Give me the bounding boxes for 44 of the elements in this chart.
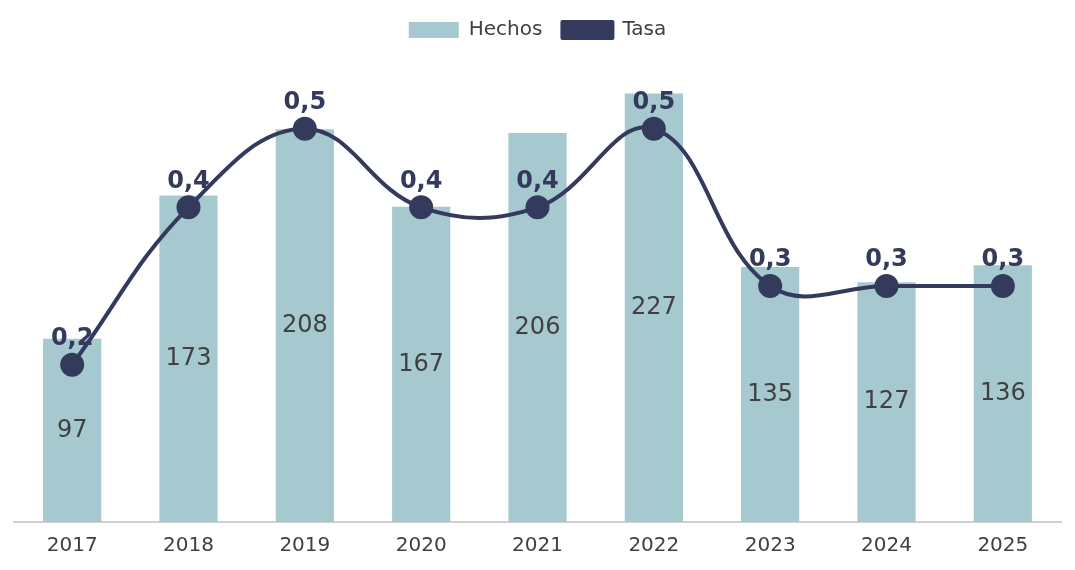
data-label: 136 <box>979 377 1026 406</box>
point <box>525 195 550 220</box>
data-label: 127 <box>863 386 910 415</box>
legend-label: Tasa <box>621 16 667 41</box>
bar <box>392 206 451 522</box>
bar <box>159 195 218 522</box>
x-tick-label: 2019 <box>279 532 331 557</box>
x-tick-label: 2025 <box>977 532 1029 557</box>
data-label: 0,5 <box>632 86 676 115</box>
data-label: 0,2 <box>50 322 94 351</box>
data-label: 0,4 <box>516 165 559 194</box>
x-tick-label: 2024 <box>861 532 912 557</box>
data-label: 0,4 <box>399 165 443 194</box>
point <box>758 274 783 298</box>
data-label: 0,4 <box>167 165 210 194</box>
legend-label: Hechos <box>468 16 543 41</box>
point <box>176 195 201 220</box>
x-tick-label: 2023 <box>744 532 796 557</box>
point <box>990 274 1015 298</box>
data-label: 135 <box>747 378 794 407</box>
data-label: 227 <box>630 291 677 320</box>
point <box>874 274 899 298</box>
data-label: 208 <box>281 309 328 338</box>
x-tick-label: 2022 <box>628 532 680 557</box>
x-tick-label: 2021 <box>512 532 563 557</box>
x-tick-label: 2020 <box>395 532 447 557</box>
bar <box>275 129 334 522</box>
data-label: 206 <box>514 311 561 340</box>
x-tick-label: 2017 <box>46 532 98 557</box>
data-label: 0,5 <box>283 86 327 115</box>
data-label: 0,3 <box>981 244 1025 273</box>
point <box>641 116 666 141</box>
data-label: 173 <box>165 342 212 371</box>
point <box>60 352 85 377</box>
bar <box>624 93 683 522</box>
x-tick-label: 2018 <box>163 532 214 557</box>
data-label: 167 <box>398 348 445 377</box>
data-label: 0,3 <box>865 244 908 273</box>
bar <box>857 282 916 522</box>
point <box>292 116 317 141</box>
data-label: 97 <box>56 414 88 443</box>
bar <box>508 133 567 522</box>
point <box>409 195 434 220</box>
data-label: 0,3 <box>748 244 792 273</box>
